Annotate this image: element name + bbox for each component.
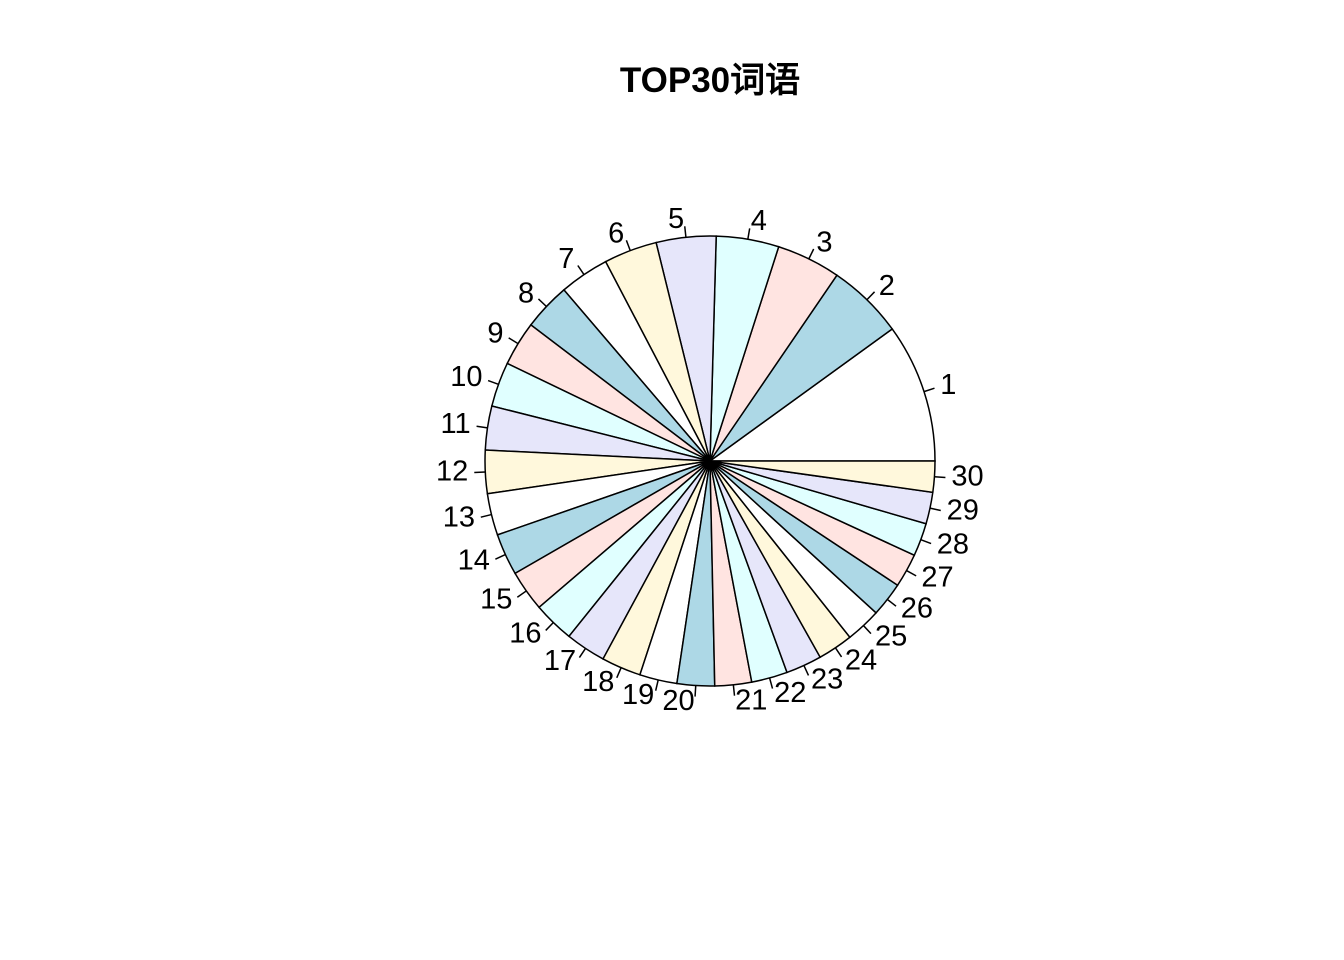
slice-label-13: 13 xyxy=(443,501,475,533)
slice-label-7: 7 xyxy=(558,243,574,275)
slice-label-18: 18 xyxy=(582,666,614,698)
label-tick-5 xyxy=(684,226,687,238)
label-tick-14 xyxy=(495,553,506,560)
slice-label-17: 17 xyxy=(544,645,576,677)
slice-label-11: 11 xyxy=(441,408,471,440)
label-tick-26 xyxy=(886,598,897,607)
label-ticks xyxy=(474,226,946,697)
slice-label-30: 30 xyxy=(951,461,983,493)
label-tick-11 xyxy=(476,425,488,429)
label-tick-12 xyxy=(474,471,486,474)
slice-label-12: 12 xyxy=(436,455,468,487)
slice-label-10: 10 xyxy=(450,361,482,393)
label-tick-15 xyxy=(516,590,527,598)
slice-label-6: 6 xyxy=(608,217,624,249)
label-tick-10 xyxy=(487,379,499,386)
slice-label-4: 4 xyxy=(751,205,767,237)
label-tick-23 xyxy=(803,665,810,676)
chart-title: TOP30词语 xyxy=(620,61,800,100)
slice-label-25: 25 xyxy=(875,621,907,653)
label-tick-25 xyxy=(862,625,872,635)
slice-label-16: 16 xyxy=(509,617,541,649)
label-tick-9 xyxy=(508,337,519,345)
label-tick-3 xyxy=(808,248,815,260)
slice-label-15: 15 xyxy=(480,583,512,615)
slice-label-27: 27 xyxy=(921,561,953,593)
label-tick-1 xyxy=(923,387,935,393)
slice-label-20: 20 xyxy=(662,685,694,717)
slice-label-24: 24 xyxy=(845,645,877,677)
label-tick-13 xyxy=(480,513,492,518)
slice-label-28: 28 xyxy=(937,528,969,560)
slice-label-5: 5 xyxy=(668,203,684,235)
slice-label-21: 21 xyxy=(735,684,767,716)
pie-slice-30 xyxy=(709,460,936,494)
label-tick-20 xyxy=(694,685,697,697)
pie-slices xyxy=(484,235,936,687)
label-tick-17 xyxy=(578,647,587,658)
slice-label-26: 26 xyxy=(901,593,933,625)
label-tick-19 xyxy=(654,679,659,691)
label-tick-8 xyxy=(537,298,547,308)
slice-label-19: 19 xyxy=(622,679,654,711)
label-tick-28 xyxy=(920,539,932,545)
label-tick-6 xyxy=(625,240,631,251)
slice-label-9: 9 xyxy=(487,317,503,349)
label-tick-7 xyxy=(577,265,585,276)
label-tick-30 xyxy=(934,475,946,479)
slice-label-1: 1 xyxy=(940,369,956,401)
label-tick-29 xyxy=(929,507,941,512)
slice-label-29: 29 xyxy=(947,494,979,526)
label-tick-16 xyxy=(545,622,554,631)
label-tick-24 xyxy=(834,647,843,658)
label-tick-21 xyxy=(732,684,736,696)
label-tick-18 xyxy=(616,667,622,679)
slice-label-14: 14 xyxy=(458,544,490,576)
slice-label-2: 2 xyxy=(879,270,895,302)
label-tick-27 xyxy=(906,569,917,577)
label-tick-22 xyxy=(768,677,774,689)
slice-label-22: 22 xyxy=(774,677,806,709)
slice-label-23: 23 xyxy=(811,664,843,696)
slice-label-3: 3 xyxy=(816,226,832,258)
label-tick-2 xyxy=(866,291,876,301)
slice-label-8: 8 xyxy=(518,277,534,309)
label-tick-4 xyxy=(747,228,751,240)
